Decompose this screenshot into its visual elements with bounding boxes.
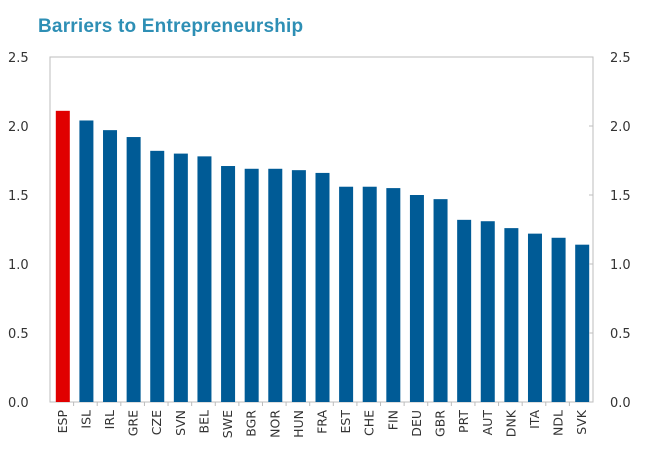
x-tick-label: SVN [173, 410, 188, 436]
y-tick-label-right: 1.0 [610, 258, 631, 273]
x-tick-label: HUN [291, 410, 306, 438]
x-tick-label: ESP [55, 410, 70, 434]
bar-esp [55, 110, 70, 402]
x-tick-label: ITA [527, 410, 542, 429]
bar-aut [480, 221, 495, 402]
y-tick-label-right: 2.5 [610, 51, 631, 66]
x-tick-label: PRT [456, 410, 471, 433]
chart-title: Barriers to Entrepreneurship [38, 16, 304, 37]
x-tick-label: DEU [409, 410, 424, 437]
x-tick-label: FRA [315, 410, 330, 434]
x-tick-label: CHE [362, 410, 377, 436]
bar-deu [409, 195, 424, 402]
x-tick-label: GBR [433, 410, 448, 437]
bar-gbr [433, 199, 448, 402]
bar-svn [173, 153, 188, 402]
y-tick-label-left: 0.5 [8, 327, 29, 342]
bar-ita [527, 233, 542, 402]
y-tick-label-right: 1.5 [610, 189, 631, 204]
bar-est [339, 186, 354, 402]
y-tick-label-left: 1.5 [8, 189, 29, 204]
bar-ndl [551, 237, 566, 402]
bar-irl [103, 130, 118, 402]
y-tick-label-left: 0.0 [8, 396, 29, 411]
x-tick-label: DNK [503, 409, 518, 437]
bar-isl [79, 120, 94, 402]
x-tick-label: EST [338, 410, 353, 434]
x-tick-label: FIN [385, 410, 400, 430]
y-tick-label-right: 0.0 [610, 396, 631, 411]
bar-fin [386, 188, 401, 402]
bar-svk [575, 244, 590, 402]
y-tick-label-right: 2.0 [610, 120, 631, 135]
bar-gre [126, 137, 141, 403]
x-tick-label: GRE [126, 410, 141, 436]
bar-bgr [244, 168, 259, 402]
x-tick-label: CZE [149, 410, 164, 435]
bar-swe [221, 166, 236, 402]
x-tick-label: BGR [244, 410, 259, 437]
y-tick-label-right: 0.5 [610, 327, 631, 342]
x-tick-label: BEL [196, 410, 211, 433]
x-tick-label: NDL [551, 410, 566, 436]
x-tick-label: IRL [102, 410, 117, 429]
bar-fra [315, 172, 330, 402]
x-tick-label: NOR [267, 410, 282, 438]
bar-nor [268, 168, 283, 402]
x-tick-label: AUT [480, 410, 495, 436]
x-tick-label: ISL [78, 410, 93, 429]
bar-hun [291, 170, 306, 402]
y-tick-label-left: 2.0 [8, 120, 29, 135]
bar-cze [150, 150, 165, 402]
bar-bel [197, 156, 212, 402]
y-tick-label-left: 1.0 [8, 258, 29, 273]
y-tick-label-left: 2.5 [8, 51, 29, 66]
bar-dnk [504, 228, 519, 402]
x-tick-label: SWE [220, 410, 235, 438]
x-tick-label: SVK [574, 409, 589, 434]
bar-prt [457, 219, 472, 402]
bar-che [362, 186, 377, 402]
